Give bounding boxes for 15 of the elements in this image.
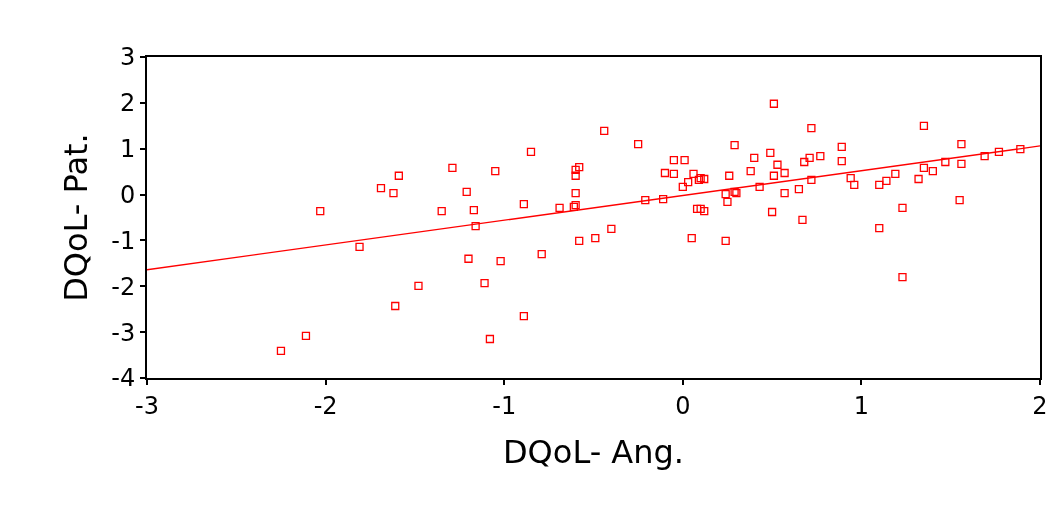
y-tick-label: -4 xyxy=(111,364,136,393)
x-tick-label: 2 xyxy=(1032,391,1048,420)
x-tick-label: -1 xyxy=(492,391,517,420)
x-axis-title: DQoL- Ang. xyxy=(502,433,685,472)
y-tick-label: 3 xyxy=(119,43,136,72)
y-tick-label: 2 xyxy=(119,89,136,118)
x-tick-label: 1 xyxy=(853,391,870,420)
y-tick-label: -1 xyxy=(111,226,136,255)
y-tick-label: -2 xyxy=(111,272,136,301)
y-tick-label: 1 xyxy=(119,135,136,164)
y-axis-title: DQoL- Pat. xyxy=(57,133,96,302)
x-tick-label: -2 xyxy=(313,391,338,420)
x-tick-label: 0 xyxy=(675,391,691,420)
y-tick-label: 0 xyxy=(119,180,136,209)
y-tick-label: -3 xyxy=(111,318,136,347)
